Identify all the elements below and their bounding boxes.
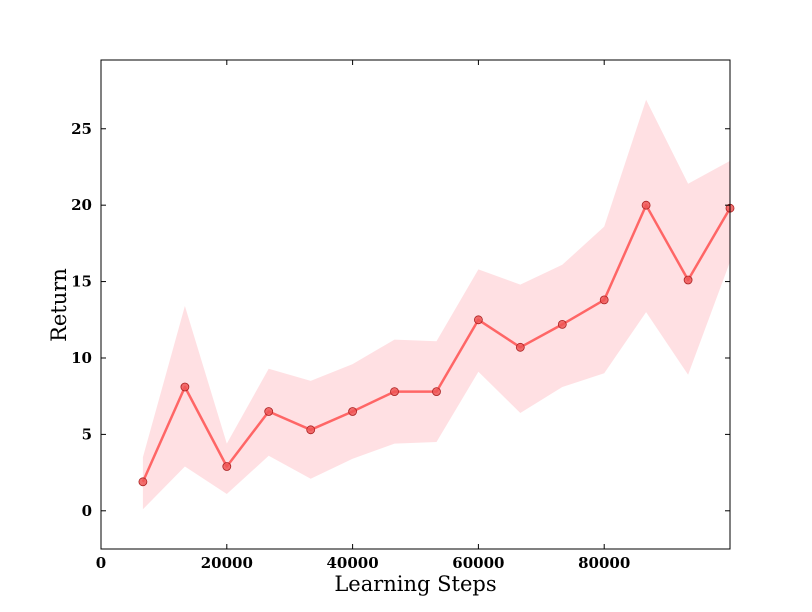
data-point	[557, 319, 567, 329]
y-tick-label: 0	[82, 502, 92, 520]
x-tick-label: 0	[96, 554, 106, 572]
y-tick-label: 25	[71, 120, 92, 138]
x-tick-label: 20000	[201, 554, 253, 572]
y-tick-label: 5	[82, 425, 92, 443]
confidence-band-layer	[142, 99, 730, 510]
data-point	[432, 387, 441, 397]
y-tick-label: 10	[71, 349, 92, 367]
data-point	[264, 407, 274, 416]
data-point	[473, 315, 483, 325]
confidence-band	[142, 99, 730, 510]
axis-ticks-layer: 0 20000 40000 60000 80000 0 5 10 15 20 25	[71, 60, 730, 572]
series-points-layer	[138, 200, 735, 487]
data-point	[180, 382, 190, 392]
y-tick-label: 20	[71, 196, 92, 214]
x-tick-label: 60000	[452, 554, 504, 572]
x-tick-label: 40000	[327, 554, 379, 572]
data-point	[599, 295, 609, 305]
data-point	[348, 407, 358, 416]
y-tick-label: 15	[71, 273, 92, 291]
x-tick-label: 80000	[578, 554, 630, 572]
x-axis-label: Learning Steps	[334, 572, 496, 596]
data-point	[683, 275, 693, 285]
data-point	[390, 387, 399, 397]
data-point	[515, 342, 525, 352]
data-point	[641, 200, 651, 210]
data-point	[306, 425, 316, 435]
plot-area-frame	[100, 59, 731, 550]
y-axis-label: Return	[47, 268, 71, 342]
data-point	[138, 477, 148, 487]
data-point	[222, 462, 232, 471]
